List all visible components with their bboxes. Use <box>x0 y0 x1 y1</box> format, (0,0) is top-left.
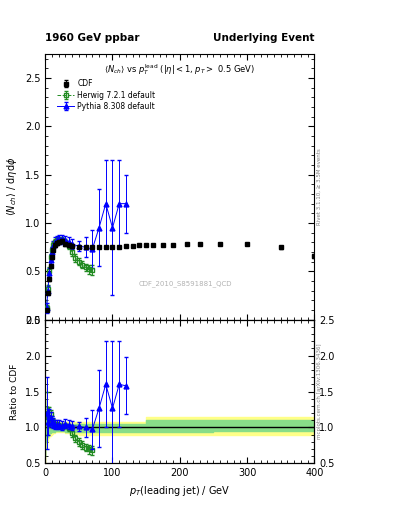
Y-axis label: Ratio to CDF: Ratio to CDF <box>10 364 19 420</box>
Text: 1960 GeV ppbar: 1960 GeV ppbar <box>45 33 140 44</box>
Text: CDF_2010_S8591881_QCD: CDF_2010_S8591881_QCD <box>138 280 232 287</box>
Y-axis label: $\langle N_{ch}\rangle$ / d$\eta$d$\phi$: $\langle N_{ch}\rangle$ / d$\eta$d$\phi$ <box>5 157 19 217</box>
Text: Underlying Event: Underlying Event <box>213 33 314 44</box>
Text: $\langle N_{ch}\rangle$ vs $p_T^{\rm lead}$ ($|\eta| < 1$, $p_T >$ 0.5 GeV): $\langle N_{ch}\rangle$ vs $p_T^{\rm lea… <box>104 62 255 77</box>
X-axis label: $p_T$(leading jet) / GeV: $p_T$(leading jet) / GeV <box>129 484 231 498</box>
Text: mcplots.cern.ch [arXiv:1306.3436]: mcplots.cern.ch [arXiv:1306.3436] <box>317 344 322 439</box>
Legend: CDF, Herwig 7.2.1 default, Pythia 8.308 default: CDF, Herwig 7.2.1 default, Pythia 8.308 … <box>54 76 158 114</box>
Text: Rivet 3.1.10, ≥ 3.5M events: Rivet 3.1.10, ≥ 3.5M events <box>317 148 322 225</box>
